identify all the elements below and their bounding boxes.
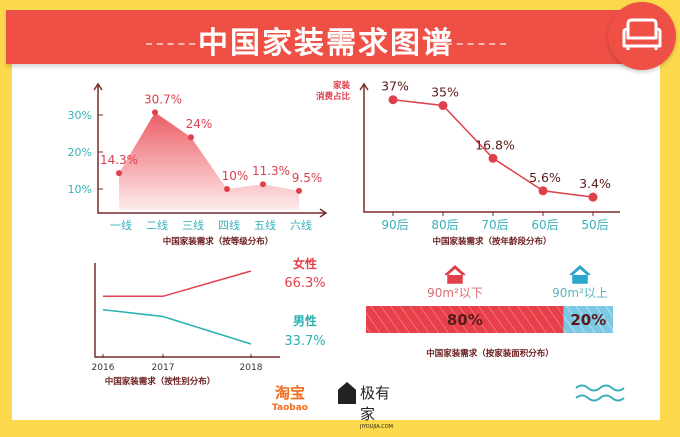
data-label: 14.3% xyxy=(100,153,138,167)
data-point xyxy=(224,186,230,192)
series-line-female xyxy=(103,270,252,298)
jiyoujia-logo: 极有家 JIYOUJIA.COM xyxy=(360,384,393,430)
data-point xyxy=(296,187,302,194)
bar-segment-below-90 xyxy=(366,306,564,333)
chart2-caption: 中国家装需求（按年龄段分布） xyxy=(432,236,551,247)
house-icon xyxy=(569,264,591,284)
x-tick-label: 三线 xyxy=(182,218,204,232)
y-tick-label: 30% xyxy=(68,109,92,122)
bar-segment-above-90 xyxy=(563,306,613,333)
category-label: 90m²以上 xyxy=(552,286,608,300)
divider xyxy=(146,43,206,45)
house-icon xyxy=(444,264,466,284)
axis-arrows xyxy=(93,82,328,218)
area-fill xyxy=(119,112,299,210)
axes xyxy=(97,85,325,214)
series-name: 男性 xyxy=(293,313,317,328)
data-label: 9.5% xyxy=(292,171,323,185)
series-value: 33.7% xyxy=(284,334,325,349)
series-line-male xyxy=(102,309,252,345)
y-axis-label: 家装 xyxy=(333,80,351,91)
data-label: 80% xyxy=(447,311,483,329)
x-tick-label: 80后 xyxy=(431,218,458,232)
wave-decoration xyxy=(575,384,625,402)
chart4-caption: 中国家装需求（按家装面积分布） xyxy=(426,348,554,359)
infographic-panel xyxy=(12,18,660,420)
axes xyxy=(363,85,620,213)
data-point xyxy=(188,134,194,141)
x-tick-label: 50后 xyxy=(581,218,608,232)
data-label: 5.6% xyxy=(529,170,561,185)
x-tick-label: 70后 xyxy=(481,218,508,232)
taobao-logo: 淘宝 Taobao xyxy=(272,384,308,413)
x-tick-label: 二线 xyxy=(146,218,168,232)
x-tick-label: 五线 xyxy=(254,218,276,232)
data-point xyxy=(260,181,266,188)
chart3-caption: 中国家装需求（按性别分布） xyxy=(105,376,216,387)
y-tick-label: 10% xyxy=(68,183,92,196)
data-point xyxy=(152,109,158,116)
divider xyxy=(446,43,506,45)
series-name: 女性 xyxy=(293,256,317,271)
x-tick-label: 四线 xyxy=(218,218,240,232)
y-axis-label: 消费占比 xyxy=(316,91,351,102)
x-tick-label: 2016 xyxy=(92,363,115,373)
x-tick-label: 90后 xyxy=(381,218,408,232)
data-point xyxy=(116,170,122,177)
jiyoujia-house-icon xyxy=(338,382,356,404)
category-label: 90m²以下 xyxy=(427,286,483,300)
sofa-icon xyxy=(608,2,676,70)
data-point xyxy=(438,101,448,110)
x-tick-label: 一线 xyxy=(110,218,132,232)
page-title: 中国家装需求图谱 xyxy=(198,26,454,61)
data-point xyxy=(488,153,498,163)
axes xyxy=(94,263,280,358)
title-banner: 中国家装需求图谱 xyxy=(6,10,646,64)
x-tick-label: 2017 xyxy=(152,363,175,373)
data-label: 11.3% xyxy=(252,164,290,178)
data-label: 24% xyxy=(186,117,213,131)
data-point xyxy=(588,192,598,202)
series-value: 66.3% xyxy=(284,276,325,291)
data-point xyxy=(538,186,548,196)
x-tick-label: 2018 xyxy=(240,363,263,373)
data-label: 10% xyxy=(222,169,249,183)
data-label: 35% xyxy=(431,85,459,100)
x-tick-label: 60后 xyxy=(531,218,558,232)
data-label: 37% xyxy=(381,79,409,94)
data-point xyxy=(388,95,398,105)
y-tick-label: 20% xyxy=(68,146,92,159)
data-label: 16.8% xyxy=(475,137,515,152)
x-tick-label: 六线 xyxy=(290,218,312,232)
axis-arrow xyxy=(359,82,369,91)
chart1-caption: 中国家装需求（按等级分布） xyxy=(163,236,274,247)
data-label: 30.7% xyxy=(144,92,182,106)
data-label: 20% xyxy=(570,311,606,329)
data-label: 3.4% xyxy=(579,176,611,191)
